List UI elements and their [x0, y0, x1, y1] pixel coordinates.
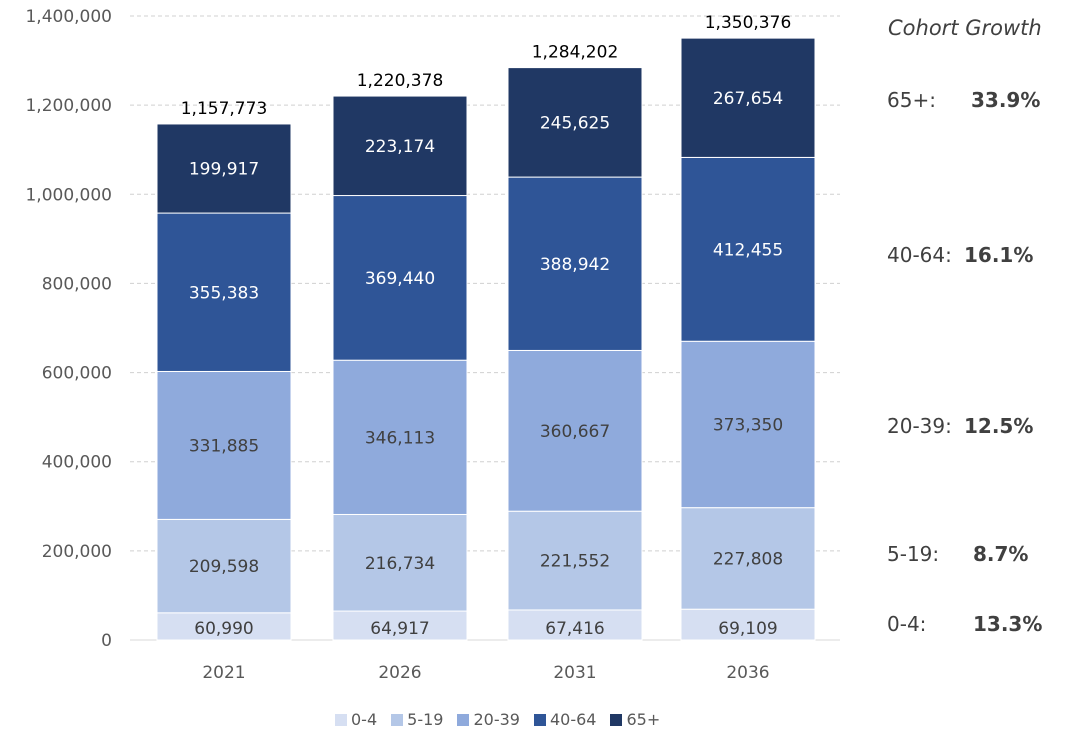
legend-items: 0-4 5-19 20-39 40-64 65+: [335, 710, 660, 729]
y-tick-label: 800,000: [42, 274, 112, 294]
legend-label: 20-39: [473, 710, 520, 729]
legend-item: 20-39: [457, 710, 520, 729]
cohort-growth-title: Cohort Growth: [888, 16, 1042, 40]
y-tick-label: 1,200,000: [25, 96, 112, 116]
total-label: 1,350,376: [705, 13, 792, 33]
growth-row-0-4: 0-4: 13.3%: [887, 612, 1042, 636]
bar-segment-5-19: [680, 507, 816, 610]
bar-segment-40-64: [156, 212, 292, 372]
data-label: 355,383: [189, 283, 259, 303]
growth-row-40-64: 40-64: 16.1%: [887, 243, 1033, 267]
bar-segment-65+: [156, 123, 292, 214]
data-label: 223,174: [365, 137, 435, 157]
y-tick-label: 0: [101, 631, 112, 651]
y-tick-label: 1,000,000: [25, 185, 112, 205]
growth-value: 16.1%: [964, 243, 1034, 267]
total-label: 1,284,202: [532, 43, 619, 63]
x-tick-label: 2026: [378, 663, 421, 683]
data-label: 369,440: [365, 269, 435, 289]
legend-label: 0-4: [351, 710, 378, 729]
bar-segment-20-39: [332, 359, 468, 515]
y-tick-label: 400,000: [42, 453, 112, 473]
bar-segment-40-64: [507, 176, 643, 351]
bar-segment-5-19: [332, 513, 468, 612]
bar-segment-20-39: [156, 370, 292, 520]
growth-row-65plus: 65+: 33.9%: [887, 88, 1040, 112]
growth-value: 33.9%: [971, 88, 1041, 112]
growth-label: 65+:: [887, 88, 936, 112]
data-label: 69,109: [718, 619, 777, 639]
legend-label: 5-19: [407, 710, 444, 729]
growth-label: 40-64:: [887, 243, 952, 267]
data-label: 331,885: [189, 436, 259, 456]
legend-swatch: [335, 713, 347, 726]
x-tick-label: 2021: [202, 663, 245, 683]
data-label: 373,350: [713, 415, 783, 435]
growth-row-20-39: 20-39: 12.5%: [887, 414, 1033, 438]
data-label: 209,598: [189, 557, 259, 577]
bar-segment-40-64: [680, 156, 816, 342]
data-label: 216,734: [365, 554, 435, 574]
legend-swatch: [391, 713, 404, 726]
data-label: 346,113: [365, 428, 435, 448]
legend-swatch: [533, 713, 546, 726]
bar-segment-65+: [507, 67, 643, 178]
y-tick-label: 1,400,000: [25, 7, 112, 27]
data-label: 360,667: [540, 422, 610, 442]
x-tick-label: 2031: [553, 663, 596, 683]
bar-segment-0-4: [507, 609, 643, 641]
legend-swatch: [610, 713, 623, 726]
legend-item: 5-19: [391, 710, 443, 729]
data-label: 227,808: [713, 549, 783, 569]
bar-segment-40-64: [332, 195, 468, 361]
growth-row-5-19: 5-19: 8.7%: [887, 542, 1028, 566]
y-tick-label: 600,000: [42, 364, 112, 384]
bar-segment-5-19: [156, 518, 292, 614]
legend-label: 65+: [626, 710, 661, 729]
growth-label: 0-4:: [887, 612, 927, 636]
legend-item: 40-64: [533, 710, 597, 729]
growth-value: 12.5%: [964, 414, 1034, 438]
data-label: 245,625: [540, 113, 610, 133]
data-label: 221,552: [540, 552, 610, 572]
y-tick-label: 200,000: [42, 542, 112, 562]
data-label: 412,455: [713, 240, 783, 260]
data-label: 267,654: [713, 89, 783, 109]
bar-segment-65+: [332, 95, 468, 197]
legend-label: 40-64: [549, 710, 597, 729]
data-label: 60,990: [194, 619, 253, 639]
bar-segment-0-4: [156, 612, 292, 641]
growth-label: 5-19:: [887, 542, 940, 566]
bar-segment-65+: [680, 37, 816, 158]
data-label: 388,942: [540, 255, 610, 275]
total-label: 1,157,773: [181, 99, 268, 119]
bar-segment-5-19: [507, 510, 643, 611]
x-tick-label: 2036: [726, 663, 769, 683]
data-label: 67,416: [545, 619, 604, 639]
data-label: 64,917: [370, 619, 429, 639]
legend-item: 65+: [610, 710, 660, 729]
total-label: 1,220,378: [357, 71, 444, 91]
bar-segment-20-39: [507, 349, 643, 512]
data-label: 199,917: [189, 160, 259, 180]
growth-label: 20-39:: [887, 414, 952, 438]
growth-value: 13.3%: [973, 612, 1043, 636]
bar-segment-0-4: [332, 610, 468, 641]
bar-segment-20-39: [680, 340, 816, 509]
legend-item: 0-4: [335, 710, 377, 729]
legend-swatch: [457, 713, 470, 726]
growth-value: 8.7%: [973, 542, 1029, 566]
